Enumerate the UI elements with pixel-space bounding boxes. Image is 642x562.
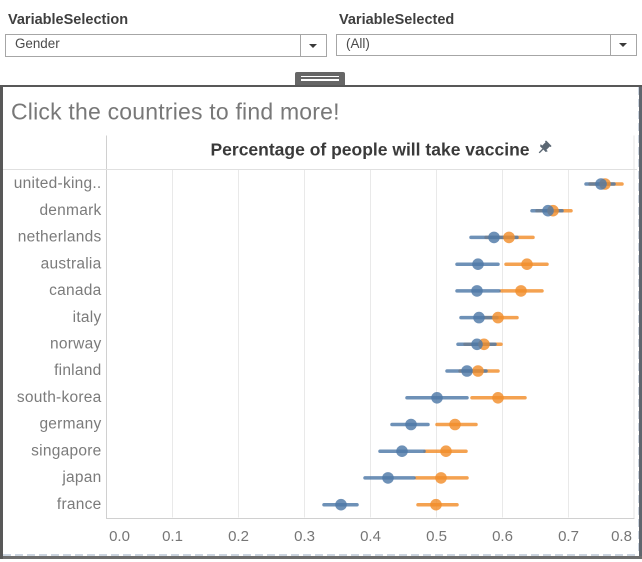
svg-text:0.8: 0.8 [611, 528, 632, 545]
svg-text:netherlands: netherlands [18, 229, 102, 246]
svg-text:south-korea: south-korea [17, 389, 102, 406]
svg-text:Click the countries to find mo: Click the countries to find more! [11, 99, 340, 125]
svg-text:Percentage of people will take: Percentage of people will take vaccine [210, 139, 529, 159]
svg-text:united-king..: united-king.. [14, 175, 102, 192]
svg-text:0.1: 0.1 [162, 528, 183, 545]
svg-text:norway: norway [50, 336, 101, 353]
svg-text:0.0: 0.0 [109, 528, 130, 545]
svg-text:denmark: denmark [39, 202, 101, 219]
svg-text:japan: japan [61, 469, 101, 486]
svg-text:australia: australia [41, 255, 102, 272]
svg-text:0.6: 0.6 [492, 528, 513, 545]
svg-text:0.4: 0.4 [360, 528, 381, 545]
svg-text:0.3: 0.3 [294, 528, 315, 545]
svg-text:canada: canada [49, 282, 101, 299]
svg-text:0.5: 0.5 [426, 528, 447, 545]
svg-text:finland: finland [54, 362, 101, 379]
svg-text:0.7: 0.7 [558, 528, 579, 545]
svg-text:italy: italy [73, 309, 102, 326]
svg-text:germany: germany [39, 416, 101, 433]
svg-text:singapore: singapore [31, 442, 101, 459]
svg-text:0.2: 0.2 [228, 528, 249, 545]
svg-text:france: france [57, 496, 102, 513]
